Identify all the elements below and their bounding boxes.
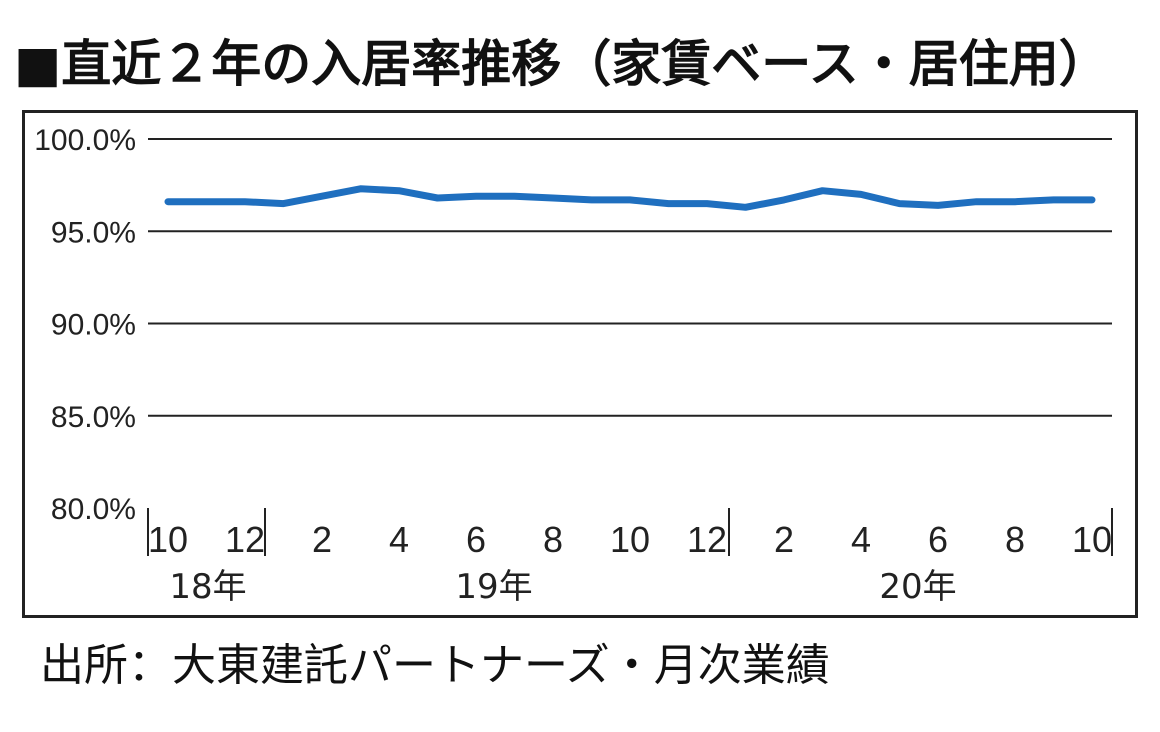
y-tick-label: 95.0% xyxy=(51,216,136,249)
series-line xyxy=(164,185,1096,211)
chart-frame xyxy=(22,110,1138,618)
x-tick-label: 4 xyxy=(851,519,871,560)
x-tick-label: 12 xyxy=(687,519,727,560)
y-tick-label: 90.0% xyxy=(51,309,136,342)
x-tick-label: 8 xyxy=(543,519,563,560)
x-tick-label: 10 xyxy=(148,519,188,560)
x-tick-label: 6 xyxy=(928,519,948,560)
x-tick-label: 10 xyxy=(610,519,650,560)
x-tick-label: 10 xyxy=(1072,519,1112,560)
year-label: 20年 xyxy=(879,567,956,607)
year-label: 19年 xyxy=(455,567,532,607)
x-tick-label: 4 xyxy=(389,519,409,560)
x-tick-label: 2 xyxy=(774,519,794,560)
x-tick-label: 6 xyxy=(466,519,486,560)
y-tick-label: 100.0% xyxy=(34,124,136,157)
year-label: 18年 xyxy=(169,567,246,607)
x-tick-label: 2 xyxy=(312,519,332,560)
chart-title: ■直近２年の入居率推移（家賃ベース・居住用） xyxy=(14,35,1109,93)
x-tick-label: 8 xyxy=(1005,519,1025,560)
x-tick-label: 12 xyxy=(225,519,265,560)
source-note: 出所：大東建託パートナーズ・月次業績 xyxy=(40,640,830,691)
y-tick-label: 80.0% xyxy=(51,493,136,526)
y-tick-label: 85.0% xyxy=(51,401,136,434)
